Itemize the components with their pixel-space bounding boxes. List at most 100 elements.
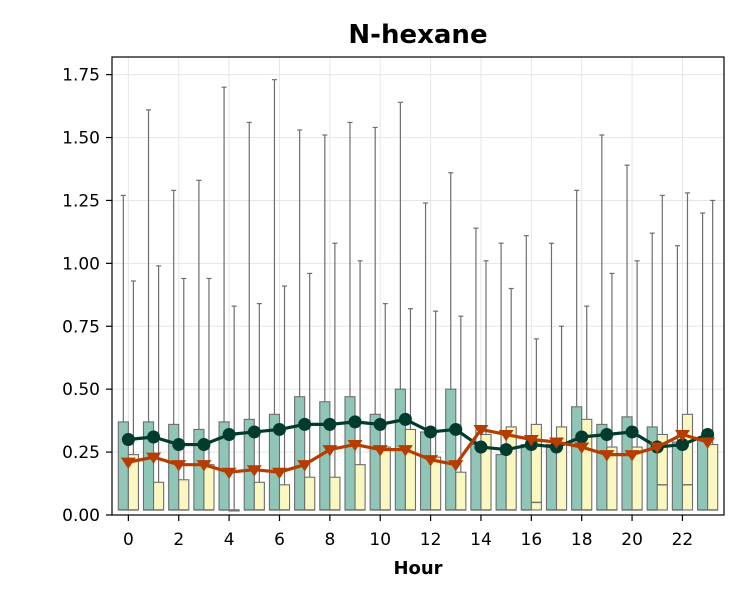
box: [354, 464, 366, 511]
box: [294, 396, 306, 511]
mean-marker: [625, 425, 639, 439]
box: [495, 454, 507, 511]
box: [419, 431, 432, 511]
mean-marker: [700, 437, 716, 449]
box-plot: [253, 303, 265, 511]
mean-marker: [297, 460, 313, 472]
mean-marker: [575, 430, 589, 444]
box-plot: [606, 272, 618, 511]
y-tick-label: 0.25: [62, 443, 100, 463]
x-tick-label: 12: [420, 530, 442, 550]
mean-marker: [373, 417, 387, 431]
mean-marker: [196, 460, 212, 472]
x-tick-label: 14: [470, 530, 492, 550]
box: [697, 438, 709, 511]
mean-marker: [246, 465, 262, 477]
box: [646, 426, 658, 511]
box-plot: [304, 272, 316, 511]
mean-marker: [397, 445, 413, 457]
box-plot: [268, 79, 281, 511]
mean-marker: [498, 429, 514, 442]
box-plot: [455, 315, 467, 511]
y-tick-label: 1.00: [62, 254, 100, 274]
chart-title: N-hexane: [348, 20, 487, 50]
box-plot: [404, 308, 417, 511]
x-tick-label: 6: [274, 530, 285, 550]
box-plot: [631, 260, 643, 511]
mean-marker: [523, 435, 539, 447]
x-tick-label: 0: [123, 530, 134, 550]
x-tick-label: 20: [621, 530, 643, 550]
mean-marker: [197, 438, 211, 452]
box: [707, 443, 719, 511]
y-tick-label: 0.00: [62, 506, 100, 526]
mean-marker: [298, 417, 312, 431]
x-tick-label: 4: [224, 530, 235, 550]
box-plot: [707, 199, 719, 511]
y-tick-label: 0.50: [62, 380, 100, 400]
box: [545, 443, 558, 511]
box-plot: [168, 189, 180, 511]
box-plot: [681, 192, 694, 511]
mean-marker: [499, 443, 513, 457]
box: [571, 406, 583, 511]
x-tick-label: 18: [571, 530, 593, 550]
box: [304, 476, 316, 511]
box: [445, 388, 457, 511]
box: [505, 426, 517, 511]
box: [656, 433, 668, 511]
box: [203, 464, 215, 511]
y-tick-label: 0.75: [62, 317, 100, 337]
mean-marker: [222, 427, 236, 441]
box: [470, 443, 482, 511]
box: [344, 396, 356, 511]
plot-frame: [111, 56, 725, 516]
box-plot: [344, 121, 356, 511]
box: [681, 413, 694, 511]
box: [278, 484, 291, 511]
box: [455, 471, 467, 511]
box: [153, 481, 165, 511]
mean-marker: [147, 430, 161, 444]
mean-marker: [347, 440, 363, 452]
box-plot: [581, 305, 593, 511]
mean-marker: [675, 438, 689, 452]
box-plot: [243, 121, 255, 511]
mean-marker: [473, 424, 489, 437]
mean-marker: [272, 422, 286, 436]
mean-marker: [448, 460, 464, 472]
x-tick-label: 8: [324, 530, 335, 550]
x-tick-label: 22: [672, 530, 694, 550]
mean-marker: [121, 433, 135, 447]
box: [430, 456, 442, 511]
mean-marker: [372, 445, 388, 457]
mean-marker: [624, 450, 640, 462]
mean-marker: [322, 445, 338, 457]
mean-marker: [549, 437, 565, 449]
mean-marker: [120, 457, 136, 469]
mean-marker: [171, 460, 187, 472]
mean-marker: [348, 415, 362, 429]
box-plot: [218, 86, 230, 511]
mean-marker: [574, 442, 590, 454]
y-tick-label: 1.50: [62, 129, 100, 149]
box-plot: [294, 129, 306, 511]
mean-marker: [323, 417, 337, 431]
mean-marker: [674, 429, 690, 442]
y-tick-label: 1.25: [62, 191, 100, 211]
mean-marker: [424, 425, 438, 439]
axis-ticks: 0.00 0.25 0.50 0.75 1.00 1.25 1.50 1.75 0 2 4 6 8 10 1…: [62, 66, 693, 550]
box: [178, 479, 190, 511]
box-plot: [505, 287, 517, 511]
box-plot: [142, 109, 155, 511]
box: [379, 446, 391, 511]
box: [530, 423, 542, 511]
box-plot: [153, 265, 165, 511]
mean-marker: [271, 467, 287, 479]
box-plot: [127, 280, 139, 511]
y-tick-label: 1.75: [62, 66, 100, 86]
box-plot: [445, 172, 457, 511]
x-tick-label: 2: [173, 530, 184, 550]
box-plot: [530, 338, 542, 511]
